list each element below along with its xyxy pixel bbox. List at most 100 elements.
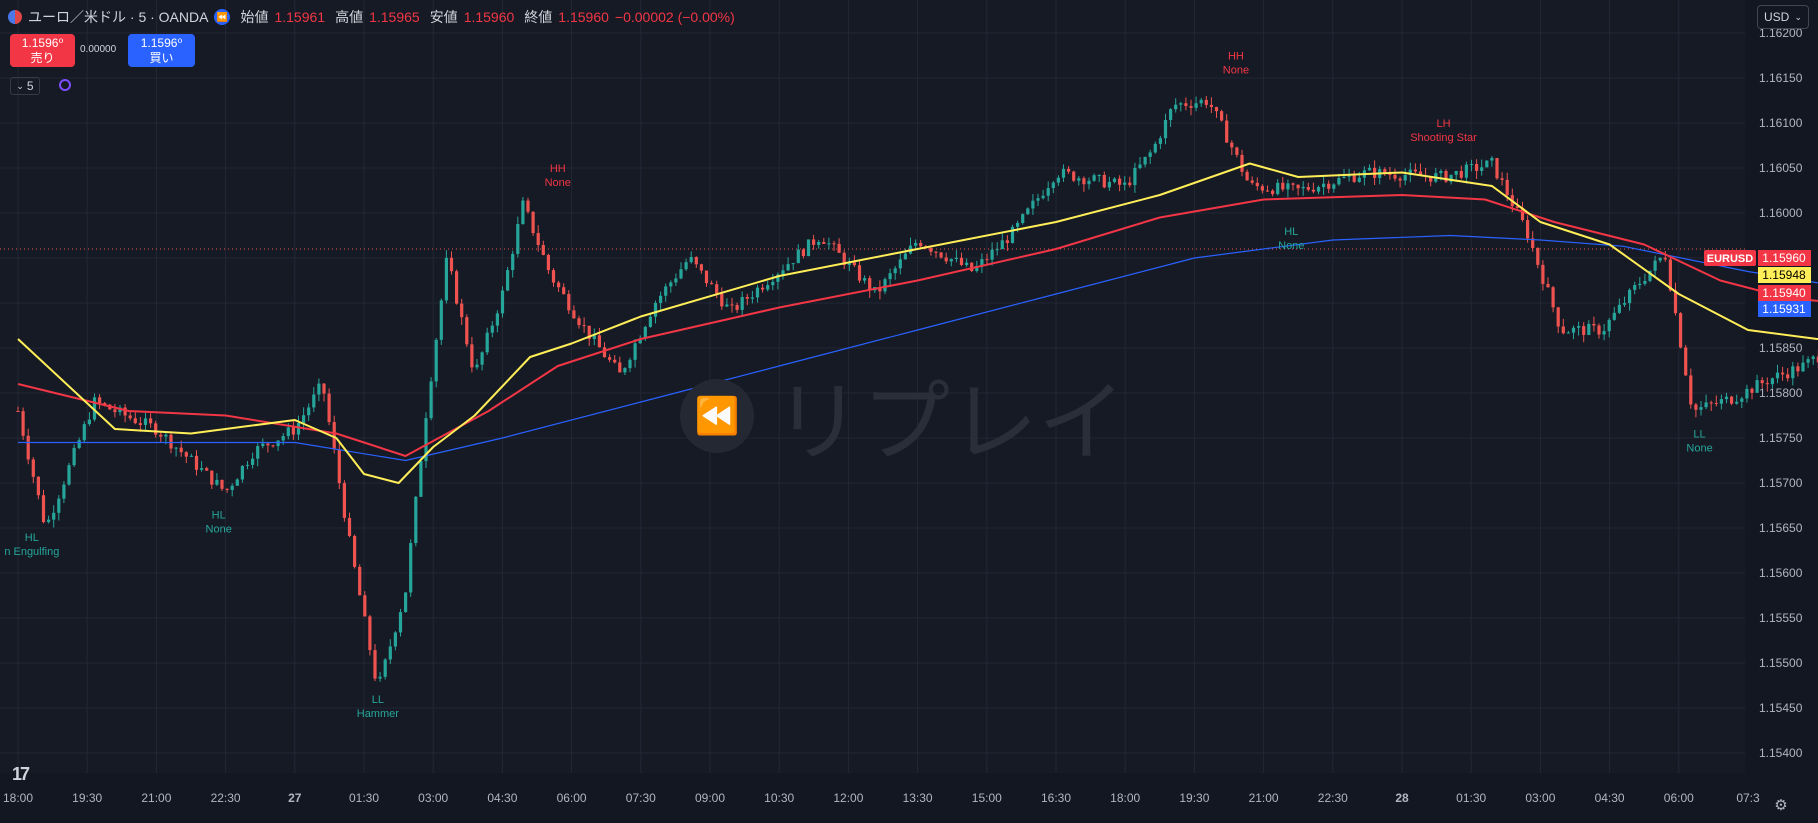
open-value: 1.15961 (274, 9, 326, 25)
interval-value: 5 (26, 79, 34, 93)
candle-body (699, 264, 703, 271)
candle-body (1811, 356, 1815, 360)
sync-icon[interactable] (59, 79, 71, 91)
time-tick-label: 03:00 (1525, 791, 1555, 805)
settings-icon[interactable]: ⚙ (1774, 797, 1788, 814)
candle-body (98, 397, 102, 404)
candle-body (1041, 195, 1045, 199)
candle-body (1719, 399, 1723, 404)
candle-body (77, 440, 81, 448)
candle-body (1357, 177, 1361, 182)
candle-body (368, 616, 372, 651)
candle-body (1429, 176, 1433, 182)
candle-body (1745, 388, 1749, 399)
time-tick-label: 16:30 (1041, 791, 1071, 805)
candle-body (1271, 190, 1275, 195)
candle-body (1204, 99, 1208, 105)
pivot-labels: HL n Engulfing HL None LL Hammer HH None HH None H… (4, 51, 1712, 721)
candle-body (1240, 154, 1244, 172)
candle-body (1250, 180, 1254, 183)
candle-body (1781, 372, 1785, 375)
currency-select[interactable]: USD ⌄ (1757, 5, 1809, 29)
symbol-title[interactable]: ユーロ／米ドル · 5 · OANDA (28, 9, 209, 25)
candle-body (1388, 174, 1392, 176)
sell-button[interactable]: 1.1596⁰ 売り (10, 34, 75, 67)
candle-body (1464, 164, 1468, 178)
pivot-label-type: HL (212, 510, 226, 522)
candle-body (1102, 174, 1106, 188)
candle-body (1505, 179, 1509, 196)
candle-body (1561, 326, 1565, 334)
pivot-label-pattern: None (1278, 240, 1304, 252)
candle-body (1342, 176, 1346, 178)
candle-body (1092, 175, 1096, 181)
candle-body (16, 411, 20, 412)
candle-body (720, 293, 724, 307)
candle-body (429, 381, 433, 419)
candle-body (817, 241, 821, 245)
candle-body (31, 459, 35, 477)
candle-body (786, 264, 790, 271)
candle-body (1760, 380, 1764, 384)
buy-button[interactable]: 1.1596⁰ 買い (128, 34, 195, 67)
candle-body (842, 252, 846, 265)
time-tick-label: 15:00 (972, 791, 1002, 805)
candle-body (1000, 240, 1004, 250)
price-axis-bg (1745, 0, 1818, 823)
candle-body (424, 418, 428, 462)
candle-body (633, 343, 637, 360)
candle-body (761, 287, 765, 290)
candle-body (1163, 120, 1168, 139)
interval-toggle[interactable]: ⌄ 5 (10, 77, 40, 95)
candle-body (684, 262, 688, 270)
candle-body (592, 335, 596, 340)
candle-body (1658, 257, 1662, 261)
candle-body (143, 418, 148, 425)
candle-body (358, 566, 362, 596)
candle-body (1556, 307, 1560, 327)
candle-body (526, 200, 530, 212)
candle-body (1118, 178, 1122, 185)
price-tick-label: 1.15700 (1759, 476, 1803, 490)
candle-body (541, 245, 545, 255)
candle-body (281, 436, 285, 441)
candle-body (465, 317, 469, 345)
candle-body (1265, 190, 1270, 192)
candle-body (439, 300, 443, 340)
time-tick-label: 22:30 (211, 791, 241, 805)
candle-body (200, 468, 204, 470)
candle-body (500, 290, 505, 314)
candle-body (1107, 181, 1111, 188)
candle-body (623, 368, 627, 373)
low-value: 1.15960 (463, 9, 515, 25)
candle-body (1704, 402, 1708, 408)
replay-icon[interactable]: ⏪ (214, 9, 231, 25)
candle-body (92, 397, 97, 420)
time-tick-label: 03:00 (418, 791, 448, 805)
candle-body (317, 383, 321, 395)
candle-body (730, 304, 734, 306)
candle-body (745, 296, 749, 299)
candle-body (796, 249, 800, 264)
time-tick-label: 13:30 (903, 791, 933, 805)
candle-body (735, 305, 739, 310)
candle-body (184, 452, 188, 457)
candle-body (562, 287, 566, 295)
tradingview-logo[interactable]: 17 (12, 764, 30, 784)
candle-body (1643, 280, 1647, 284)
candle-body (256, 446, 260, 459)
candle-body (954, 257, 958, 260)
candle-body (1332, 184, 1336, 189)
candle-body (1740, 398, 1744, 402)
candle-body (801, 249, 805, 257)
candle-body (47, 519, 51, 523)
candle-body (67, 465, 71, 485)
candle-body (235, 479, 239, 486)
symbol-flag-icon (8, 10, 22, 24)
price-tick-label: 1.15800 (1759, 386, 1803, 400)
candle-body (679, 269, 683, 279)
price-tick-label: 1.15500 (1759, 656, 1803, 670)
pivot-label-pattern: None (1223, 65, 1249, 77)
candle-body (388, 646, 392, 660)
